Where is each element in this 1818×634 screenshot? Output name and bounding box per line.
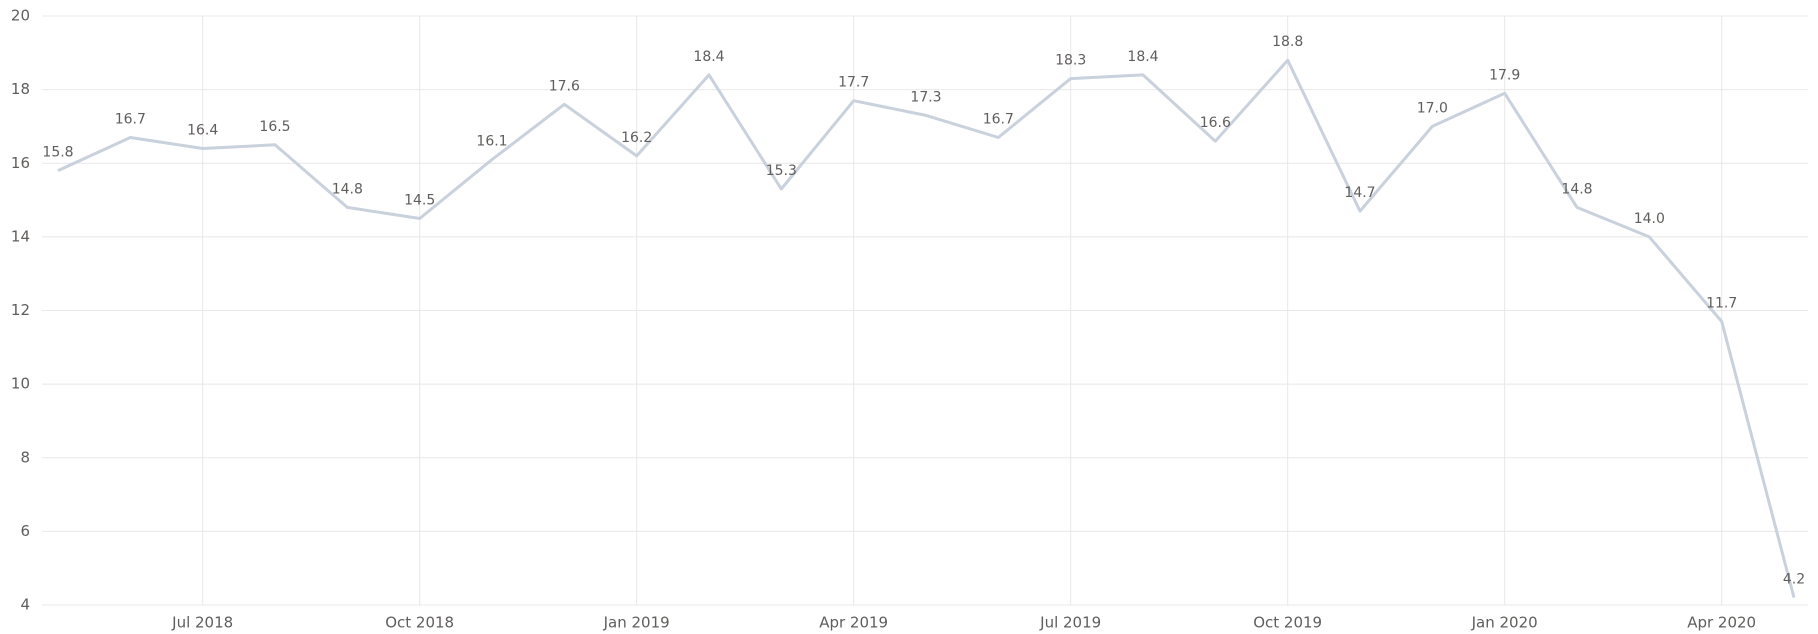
data-label: 16.6 [1200,115,1231,131]
data-label: 16.7 [115,111,146,127]
x-tick-label: Jul 2019 [1039,614,1101,632]
data-label: 16.5 [259,119,290,135]
x-tick-label: Jan 2020 [1471,614,1538,632]
data-label: 14.7 [1344,185,1375,201]
x-tick-label: Jan 2019 [603,614,670,632]
y-tick-label: 18 [11,80,30,98]
y-tick-label: 20 [11,7,30,25]
y-tick-label: 4 [20,596,30,614]
data-label: 15.3 [766,163,797,179]
y-tick-label: 10 [11,375,30,393]
y-tick-label: 16 [11,154,30,172]
x-tick-label: Jul 2018 [171,614,233,632]
x-tick-label: Apr 2019 [819,614,888,632]
data-label: 17.7 [838,75,869,91]
data-label: 16.4 [187,123,218,139]
data-label: 18.4 [1127,49,1158,65]
data-label: 11.7 [1706,296,1737,312]
y-tick-label: 8 [20,448,30,466]
data-label: 4.2 [1783,572,1805,588]
data-label: 17.9 [1489,67,1520,83]
data-label: 14.8 [1561,181,1592,197]
data-label: 14.8 [332,181,363,197]
data-label: 17.0 [1417,100,1448,116]
line [57,58,1796,598]
data-label: 15.8 [42,145,73,161]
data-label: 16.1 [476,134,507,150]
data-label: 14.0 [1634,211,1665,227]
data-label: 18.8 [1272,34,1303,50]
y-tick-label: 14 [11,227,30,245]
data-label: 18.4 [693,49,724,65]
x-tick-label: Oct 2019 [1253,614,1322,632]
data-label: 17.3 [910,89,941,105]
x-tick-label: Oct 2018 [385,614,454,632]
y-tick-label: 12 [11,301,30,319]
x-tick-label: Apr 2020 [1687,614,1756,632]
y-tick-label: 6 [20,522,30,540]
data-label: 16.2 [621,130,652,146]
data-label: 17.6 [549,78,580,94]
data-label: 18.3 [1055,53,1086,69]
data-label: 16.7 [983,111,1014,127]
data-label: 14.5 [404,192,435,208]
